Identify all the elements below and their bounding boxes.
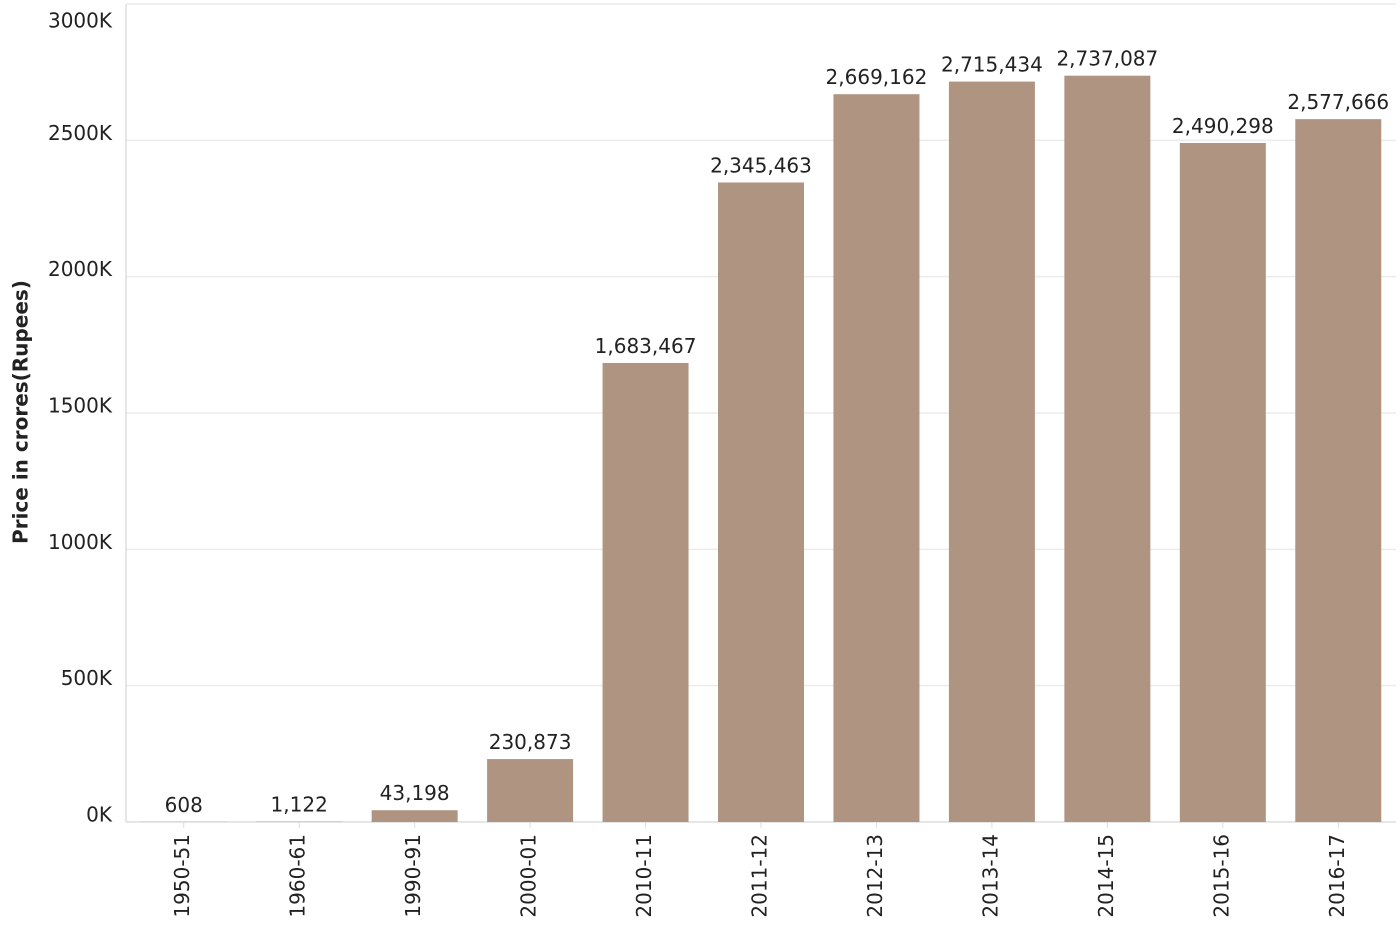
data-label-1990-91: 43,198: [380, 781, 450, 805]
data-label-1950-51: 608: [165, 793, 203, 817]
bar-2013-14: [948, 81, 1035, 822]
data-label-2014-15: 2,737,087: [1056, 47, 1158, 71]
bar-2010-11: [602, 362, 689, 822]
data-label-2015-16: 2,490,298: [1172, 114, 1274, 138]
y-tick-label: 2500K: [48, 121, 113, 145]
data-label-2012-13: 2,669,162: [826, 65, 928, 89]
data-labels: 608 1,122 43,198 230,873 1,683,467 2,345,463 2…: [165, 47, 1390, 817]
x-tick-label: 2010-11: [632, 834, 656, 918]
x-tick-label: 2000-01: [517, 834, 541, 918]
data-label-2011-12: 2,345,463: [710, 153, 812, 177]
bars: [140, 75, 1382, 823]
x-tick-label: 2013-14: [978, 834, 1002, 918]
x-tick-label: 1950-51: [170, 834, 194, 918]
x-tick-label: 2015-16: [1209, 834, 1233, 918]
data-label-1960-61: 1,122: [271, 793, 328, 817]
x-tick-label: 1990-91: [401, 834, 425, 918]
bar-2011-12: [718, 182, 804, 822]
bar-2015-16: [1179, 142, 1266, 822]
y-tick-label: 0K: [86, 803, 113, 827]
x-tick-label: 1960-61: [286, 834, 310, 918]
x-tick-label: 2014-15: [1094, 834, 1118, 918]
bar-1990-91: [371, 810, 458, 822]
data-label-2016-17: 2,577,666: [1287, 90, 1389, 114]
y-tick-label: 1000K: [48, 530, 113, 554]
data-label-2010-11: 1,683,467: [595, 334, 697, 358]
y-axis-title: Price in crores(Rupees): [9, 280, 33, 544]
bar-2014-15: [1064, 75, 1151, 822]
y-tick-label: 1500K: [48, 394, 113, 418]
x-tick-label: 2011-12: [748, 834, 772, 918]
y-axis-ticks: 0K 500K 1000K 1500K 2000K 2500K 3000K: [48, 9, 113, 827]
y-tick-label: 500K: [61, 666, 113, 690]
bar-2012-13: [833, 94, 920, 822]
data-label-2000-01: 230,873: [489, 730, 572, 754]
x-tick-label: 2012-13: [863, 834, 887, 918]
y-tick-label: 3000K: [48, 9, 113, 33]
bar-2000-01: [487, 759, 574, 822]
x-tick-label: 2016-17: [1325, 834, 1349, 918]
x-axis-ticks: 1950-51 1960-61 1990-91 2000-01 2010-11 2011-…: [170, 822, 1349, 918]
y-tick-label: 2000K: [48, 257, 113, 281]
bar-2016-17: [1295, 119, 1382, 823]
data-label-2013-14: 2,715,434: [941, 53, 1043, 77]
